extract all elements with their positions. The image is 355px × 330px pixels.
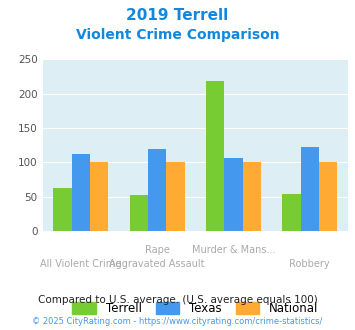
Bar (224, 157, 242, 231)
Text: Violent Crime Comparison: Violent Crime Comparison (76, 28, 279, 42)
Text: 2019 Terrell: 2019 Terrell (126, 8, 229, 23)
Bar (282, 194, 301, 231)
Text: Rape: Rape (144, 245, 170, 255)
Bar (90, 162, 108, 231)
Bar (148, 148, 166, 231)
Text: All Violent Crime: All Violent Crime (40, 259, 121, 269)
Text: Murder & Mans...: Murder & Mans... (192, 245, 275, 255)
Bar (130, 195, 148, 231)
Bar (72, 154, 90, 231)
Bar (166, 162, 185, 231)
Text: Robbery: Robbery (289, 259, 330, 269)
Text: Compared to U.S. average. (U.S. average equals 100): Compared to U.S. average. (U.S. average … (38, 295, 317, 305)
Legend: Terrell, Texas, National: Terrell, Texas, National (72, 302, 318, 315)
Text: Aggravated Assault: Aggravated Assault (109, 259, 205, 269)
Bar (242, 162, 261, 231)
Bar (319, 162, 337, 231)
Bar (53, 188, 72, 231)
Bar (206, 82, 224, 231)
Bar (301, 147, 319, 231)
Text: © 2025 CityRating.com - https://www.cityrating.com/crime-statistics/: © 2025 CityRating.com - https://www.city… (32, 317, 323, 326)
